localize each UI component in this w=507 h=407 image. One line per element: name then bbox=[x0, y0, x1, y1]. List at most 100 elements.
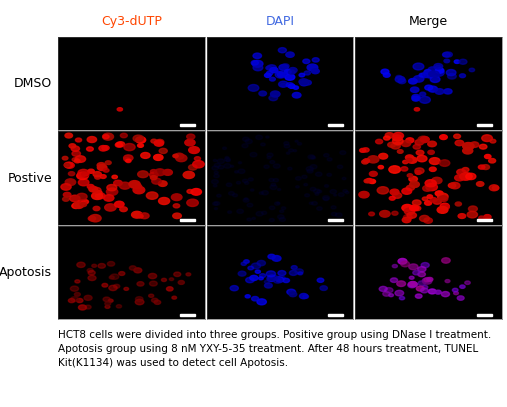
Circle shape bbox=[402, 188, 412, 194]
Circle shape bbox=[363, 148, 369, 152]
Circle shape bbox=[414, 206, 421, 210]
Circle shape bbox=[370, 171, 377, 176]
Circle shape bbox=[78, 200, 85, 205]
Circle shape bbox=[478, 165, 485, 169]
Circle shape bbox=[489, 185, 499, 191]
Circle shape bbox=[286, 83, 294, 87]
Circle shape bbox=[120, 207, 127, 212]
Circle shape bbox=[424, 278, 431, 282]
Circle shape bbox=[95, 175, 100, 179]
Circle shape bbox=[71, 297, 79, 302]
Circle shape bbox=[230, 286, 238, 291]
Circle shape bbox=[312, 58, 319, 62]
Circle shape bbox=[93, 172, 101, 177]
Circle shape bbox=[376, 139, 383, 144]
Circle shape bbox=[68, 298, 75, 303]
Circle shape bbox=[256, 135, 263, 140]
Circle shape bbox=[277, 202, 280, 204]
Circle shape bbox=[304, 71, 310, 75]
Circle shape bbox=[422, 278, 432, 284]
Circle shape bbox=[273, 164, 280, 168]
Circle shape bbox=[402, 204, 413, 211]
Circle shape bbox=[408, 282, 416, 288]
Circle shape bbox=[412, 96, 420, 101]
Circle shape bbox=[257, 260, 266, 266]
Circle shape bbox=[411, 87, 419, 92]
Circle shape bbox=[400, 296, 405, 300]
Circle shape bbox=[262, 211, 267, 214]
Circle shape bbox=[120, 133, 127, 138]
Circle shape bbox=[306, 166, 313, 171]
Circle shape bbox=[129, 266, 136, 270]
Circle shape bbox=[124, 158, 130, 161]
Circle shape bbox=[85, 305, 91, 309]
Circle shape bbox=[412, 94, 420, 100]
Circle shape bbox=[97, 163, 105, 168]
Circle shape bbox=[480, 144, 487, 149]
Circle shape bbox=[395, 142, 401, 145]
Circle shape bbox=[413, 63, 424, 70]
Circle shape bbox=[327, 173, 332, 176]
Circle shape bbox=[312, 201, 317, 205]
Circle shape bbox=[265, 280, 270, 284]
Circle shape bbox=[423, 71, 433, 78]
Circle shape bbox=[173, 204, 179, 208]
Circle shape bbox=[404, 214, 412, 220]
Circle shape bbox=[412, 282, 418, 287]
Circle shape bbox=[171, 194, 182, 201]
Circle shape bbox=[72, 151, 81, 156]
Circle shape bbox=[418, 267, 426, 272]
Circle shape bbox=[317, 207, 322, 210]
Circle shape bbox=[87, 136, 97, 142]
Circle shape bbox=[410, 205, 419, 211]
Circle shape bbox=[105, 305, 110, 309]
Circle shape bbox=[236, 182, 240, 184]
Circle shape bbox=[336, 213, 342, 217]
Circle shape bbox=[414, 76, 424, 82]
Circle shape bbox=[273, 179, 278, 182]
Circle shape bbox=[69, 195, 80, 202]
Circle shape bbox=[415, 168, 424, 174]
Circle shape bbox=[410, 282, 417, 286]
Circle shape bbox=[268, 254, 275, 259]
Circle shape bbox=[317, 278, 324, 282]
Circle shape bbox=[330, 190, 337, 194]
Circle shape bbox=[241, 262, 246, 265]
Circle shape bbox=[465, 281, 470, 284]
Bar bbox=[477, 219, 492, 221]
Circle shape bbox=[244, 260, 249, 263]
Circle shape bbox=[417, 155, 427, 162]
Circle shape bbox=[279, 64, 288, 70]
Circle shape bbox=[98, 263, 105, 268]
Circle shape bbox=[65, 133, 73, 138]
Circle shape bbox=[242, 137, 249, 141]
Circle shape bbox=[395, 76, 405, 83]
Circle shape bbox=[390, 278, 397, 282]
Circle shape bbox=[395, 290, 404, 296]
Circle shape bbox=[235, 171, 238, 173]
Circle shape bbox=[65, 179, 76, 186]
Circle shape bbox=[369, 179, 376, 184]
Circle shape bbox=[434, 63, 443, 69]
Circle shape bbox=[237, 209, 243, 213]
Circle shape bbox=[430, 76, 440, 83]
Circle shape bbox=[296, 177, 301, 180]
Circle shape bbox=[154, 300, 161, 304]
Circle shape bbox=[409, 176, 417, 182]
Circle shape bbox=[392, 135, 402, 141]
Circle shape bbox=[459, 59, 467, 64]
Circle shape bbox=[284, 144, 290, 148]
Circle shape bbox=[454, 60, 460, 63]
Bar bbox=[329, 125, 343, 126]
Circle shape bbox=[149, 294, 154, 298]
Circle shape bbox=[105, 302, 111, 305]
Circle shape bbox=[172, 296, 176, 299]
Circle shape bbox=[424, 70, 431, 74]
Circle shape bbox=[444, 52, 452, 57]
Circle shape bbox=[251, 61, 259, 65]
Circle shape bbox=[245, 295, 250, 298]
Circle shape bbox=[300, 293, 308, 299]
Circle shape bbox=[174, 272, 181, 276]
Circle shape bbox=[140, 213, 149, 219]
Circle shape bbox=[159, 148, 167, 153]
